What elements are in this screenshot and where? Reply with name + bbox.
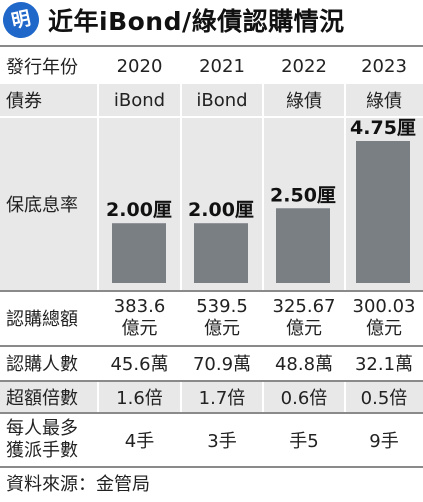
- oversubscription-2022: 0.6倍: [280, 388, 328, 409]
- subscribers-2020: 45.6萬: [110, 354, 169, 375]
- rate-value-label-2022: 2.50厘: [270, 184, 336, 206]
- chart-bottom-divider: [0, 290, 423, 292]
- allotment-row: 每人最多 獲派手數 4手 3手 手5 9手: [0, 414, 423, 466]
- header-divider: [0, 45, 423, 47]
- row-divider: [0, 345, 423, 347]
- allotment-label: 每人最多 獲派手數: [6, 418, 78, 461]
- oversubscription-label: 超額倍數: [6, 388, 78, 409]
- column-divider: [180, 84, 182, 290]
- column-divider: [97, 382, 99, 412]
- oversubscription-2023: 0.5倍: [360, 388, 408, 409]
- year-2022: 2022: [281, 55, 327, 77]
- column-divider: [97, 84, 99, 290]
- column-divider: [262, 84, 264, 290]
- subscription-amount-2020: 383.6 億元: [113, 296, 166, 339]
- subscribers-2021: 70.9萬: [192, 354, 252, 375]
- rate-row: 保底息率: [0, 118, 423, 290]
- subscription-amount-2021: 539.5 億元: [196, 296, 248, 339]
- subscribers-2022: 48.8萬: [274, 354, 334, 375]
- subscription-amount-2023: 300.03 億元: [352, 296, 416, 339]
- year-2023: 2023: [361, 55, 407, 77]
- header: 明 近年iBond/綠債認購情況: [0, 0, 423, 45]
- rate-bar-chart: 2.00厘 2.00厘 2.50厘 4.75厘: [106, 118, 416, 283]
- column-divider: [344, 84, 346, 290]
- year-2021: 2021: [199, 55, 245, 77]
- bond-row-divider: [0, 116, 423, 118]
- year-row: 發行年份 2020 2021 2022 2023: [0, 48, 423, 84]
- subscription-amount-label: 認購總額: [6, 309, 78, 330]
- rate-value-label-2021: 2.00厘: [188, 199, 254, 221]
- bond-row-label: 債券: [6, 91, 42, 112]
- bond-2020: iBond: [113, 89, 166, 111]
- row-divider: [0, 466, 423, 468]
- allotment-2020: 4手: [124, 431, 155, 452]
- rate-bar-2022: [276, 208, 330, 283]
- row-divider: [0, 380, 423, 382]
- bond-2022: 綠債: [286, 91, 322, 112]
- oversubscription-row: 超額倍數 1.6倍 1.7倍 0.6倍 0.5倍: [0, 382, 423, 412]
- ming-pao-logo: 明: [0, 0, 43, 42]
- subscribers-2023: 32.1萬: [354, 354, 414, 375]
- column-divider: [180, 382, 182, 412]
- subscription-amount-2022: 325.67 億元: [272, 296, 336, 339]
- bond-row: 債券 iBond iBond 綠債 綠債: [0, 84, 423, 116]
- rate-value-label-2023: 4.75厘: [350, 118, 416, 139]
- rate-row-label: 保底息率: [6, 195, 78, 216]
- row-divider: [0, 412, 423, 414]
- oversubscription-2021: 1.7倍: [198, 388, 246, 409]
- source-note: 資料來源：金管局: [6, 474, 150, 495]
- allotment-2022: 手5: [289, 431, 319, 452]
- bond-2021: iBond: [196, 89, 248, 111]
- subscribers-label: 認購人數: [6, 354, 78, 375]
- rate-bar-2023: [356, 141, 410, 283]
- allotment-2023: 9手: [369, 431, 399, 452]
- bond-2023: 綠債: [366, 91, 402, 112]
- rate-bar-2021: [194, 223, 248, 283]
- subscription-amount-row: 認購總額 383.6 億元 539.5 億元 325.67 億元 300.03 億元: [0, 292, 423, 344]
- oversubscription-2020: 1.6倍: [116, 388, 163, 409]
- column-divider: [262, 382, 264, 412]
- allotment-2021: 3手: [207, 431, 237, 452]
- year-2020: 2020: [116, 55, 163, 77]
- year-row-label: 發行年份: [6, 57, 78, 78]
- page-title: 近年iBond/綠債認購情況: [48, 7, 345, 36]
- subscribers-row: 認購人數 45.6萬 70.9萬 48.8萬 32.1萬: [0, 347, 423, 379]
- rate-value-label-2020: 2.00厘: [106, 199, 172, 221]
- column-divider: [344, 382, 346, 412]
- rate-bar-2020: [112, 223, 166, 283]
